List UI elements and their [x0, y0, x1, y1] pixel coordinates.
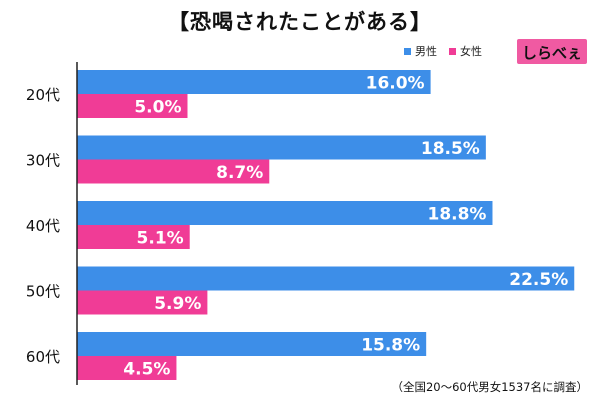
bar-female-3 [77, 290, 208, 315]
logo-text: しらべぇ [521, 44, 582, 62]
bar-female-1 [77, 159, 270, 184]
chart-title: 【恐喝されたことがある】 [168, 10, 432, 34]
category-label-0: 20代 [26, 86, 60, 104]
bar-male-0 [77, 70, 431, 94]
bar-male-3 [77, 266, 575, 291]
bar-label-female-2: 5.1% [137, 229, 184, 249]
legend-label-female: 女性 [460, 45, 482, 58]
legend-entry-male: 男性 [404, 43, 437, 59]
bar-male-2 [77, 201, 493, 225]
legend-entry-female: 女性 [449, 43, 482, 59]
bar-female-2 [77, 225, 190, 249]
legend-label-male: 男性 [415, 45, 437, 58]
bar-label-male-1: 18.5% [421, 139, 480, 159]
legend: 男性 女性 [404, 44, 494, 58]
bar-male-4 [77, 332, 427, 356]
bar-label-male-0: 16.0% [366, 74, 425, 94]
bar-label-female-0: 5.0% [134, 98, 181, 118]
bar-label-female-4: 4.5% [123, 360, 170, 380]
brand-logo: しらべぇ [517, 39, 587, 64]
bar-male-1 [77, 135, 486, 160]
bar-label-female-1: 8.7% [216, 163, 263, 183]
footnote: （全国20～60代男女1537名に調査） [391, 380, 588, 394]
bar-label-male-2: 18.8% [427, 205, 486, 225]
bar-label-male-3: 22.5% [509, 270, 568, 290]
legend-swatch-female [449, 47, 456, 55]
bar-label-female-3: 5.9% [154, 294, 201, 314]
bar-label-male-4: 15.8% [361, 336, 420, 356]
legend-swatch-male [404, 47, 411, 55]
bar-female-4 [77, 356, 177, 380]
category-label-2: 40代 [26, 217, 60, 235]
category-label-3: 50代 [26, 283, 60, 301]
category-label-1: 30代 [26, 152, 60, 170]
bar-female-0 [77, 94, 188, 118]
category-label-4: 60代 [26, 348, 60, 366]
